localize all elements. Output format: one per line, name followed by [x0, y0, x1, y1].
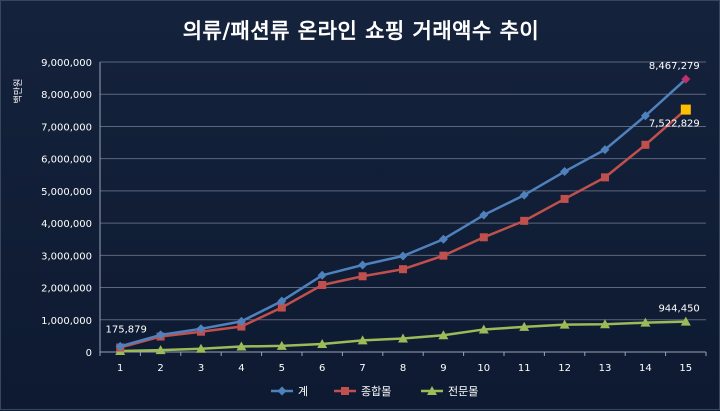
x-tick-label: 10 — [477, 363, 490, 374]
x-tick-label: 14 — [639, 363, 652, 374]
y-tick-label: 9,000,000 — [41, 58, 92, 69]
chart-title: 의류/패션류 온라인 쇼핑 거래액수 추이 — [182, 19, 540, 43]
legend-label: 계 — [298, 385, 308, 398]
data-point — [438, 234, 448, 244]
y-axis-label: 백만원 — [13, 79, 24, 104]
legend-label: 전문몰 — [448, 385, 478, 398]
x-tick-label: 7 — [359, 363, 365, 374]
legend: 계 종합몰 전문몰 — [271, 385, 478, 398]
legend-label: 종합몰 — [361, 385, 391, 398]
data-point — [601, 173, 609, 182]
data-point — [317, 270, 327, 280]
data-point — [680, 104, 691, 115]
data-point — [559, 319, 570, 329]
data-label: 175,879 — [106, 324, 147, 335]
data-point — [600, 319, 610, 329]
y-tick-label: 2,000,000 — [41, 284, 92, 295]
data-point — [276, 340, 287, 350]
x-tick-label: 13 — [599, 363, 612, 374]
data-point — [398, 251, 408, 261]
data-point — [237, 322, 246, 331]
data-point — [478, 324, 489, 334]
data-point — [277, 296, 287, 306]
series-line — [119, 78, 687, 348]
data-point — [236, 341, 247, 351]
data-point — [519, 190, 529, 200]
data-point — [519, 321, 530, 331]
x-tick-label: 5 — [279, 363, 285, 374]
data-label: 8,467,279 — [649, 61, 700, 72]
x-tick-label: 8 — [400, 363, 406, 374]
x-tick-label: 9 — [440, 363, 446, 374]
data-label: 7,522,829 — [649, 119, 700, 130]
legend-marker — [427, 386, 437, 395]
data-point — [560, 194, 569, 203]
data-point — [479, 210, 489, 220]
series-lines — [115, 74, 691, 356]
data-point — [398, 333, 408, 343]
x-tick-label: 4 — [238, 363, 244, 374]
data-point — [399, 265, 407, 274]
data-point — [600, 145, 610, 155]
y-tick-label: 8,000,000 — [41, 90, 92, 101]
data-point — [641, 140, 650, 149]
data-point — [277, 303, 286, 312]
y-tick-label: 5,000,000 — [41, 187, 92, 198]
y-tick-label: 1,000,000 — [41, 316, 92, 327]
x-tick-label: 1 — [117, 363, 123, 374]
y-tick-label: 0 — [86, 348, 92, 359]
x-tick-label: 11 — [518, 363, 531, 374]
data-point — [640, 111, 650, 121]
data-point — [196, 343, 206, 353]
data-point — [357, 335, 368, 345]
data-point — [115, 341, 125, 351]
data-point — [681, 74, 691, 84]
y-tick-label: 3,000,000 — [41, 251, 92, 262]
y-tick-label: 7,000,000 — [41, 122, 92, 133]
data-point — [479, 233, 488, 242]
data-point — [520, 216, 529, 225]
axes: 백만원 0 1,000,000 2,000,000 3,000,000 4,000,00… — [13, 58, 707, 374]
data-point — [438, 330, 449, 340]
legend-marker — [277, 386, 287, 396]
data-point — [155, 345, 166, 355]
legend-marker — [341, 387, 349, 395]
data-point — [318, 280, 327, 289]
data-labels: 175,879 8,467,279 7,522,829 944,450 — [106, 61, 700, 335]
data-point — [236, 316, 246, 326]
x-tick-label: 12 — [558, 363, 571, 374]
x-tick-label: 3 — [198, 363, 204, 374]
gridlines — [100, 61, 706, 353]
data-point — [358, 260, 368, 270]
data-point — [358, 272, 367, 281]
x-tick-label: 2 — [157, 363, 163, 374]
data-point — [156, 330, 166, 340]
y-tick-label: 4,000,000 — [41, 219, 92, 230]
series-line — [119, 108, 687, 349]
data-point — [640, 317, 651, 327]
data-point — [680, 316, 691, 326]
data-label: 944,450 — [658, 304, 699, 315]
data-point — [196, 324, 206, 334]
x-tick-label: 15 — [679, 363, 692, 374]
data-point — [317, 338, 328, 348]
y-tick-label: 6,000,000 — [41, 155, 92, 166]
data-point — [439, 251, 448, 260]
data-point — [560, 167, 570, 177]
x-tick-label: 6 — [319, 363, 325, 374]
